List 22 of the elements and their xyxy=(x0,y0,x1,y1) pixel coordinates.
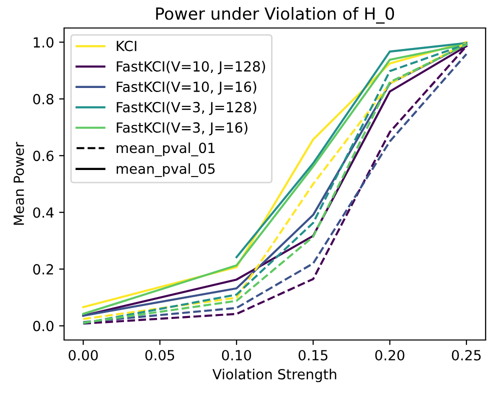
legend-label: FastKCI(V=10, J=128) xyxy=(116,60,266,74)
y-tick-label: 0.8 xyxy=(33,94,54,104)
x-tick-label: 0.25 xyxy=(452,350,481,360)
x-axis-title: Violation Strength xyxy=(212,368,336,382)
chart-title: Power under Violation of H_0 xyxy=(156,7,394,24)
legend-label: FastKCI(V=10, J=16) xyxy=(116,81,256,95)
y-tick-label: 0.0 xyxy=(33,320,54,332)
legend-label: mean_pval_05 xyxy=(116,163,215,178)
legend-label: KCI xyxy=(116,40,136,52)
x-tick-label: 0.05 xyxy=(145,350,174,360)
y-tick-label: 0.4 xyxy=(33,207,54,218)
y-axis-title: Mean Power xyxy=(14,142,24,225)
y-tick-label: 0.6 xyxy=(33,150,54,162)
legend-label: FastKCI(V=3, J=16) xyxy=(116,122,248,136)
y-tick-label: 1.0 xyxy=(34,37,54,48)
y-tick-label: 0.2 xyxy=(33,264,53,275)
x-tick-label: 0.20 xyxy=(375,350,404,360)
legend-label: FastKCI(V=3, J=128) xyxy=(116,102,256,115)
x-tick-label: 0.10 xyxy=(222,350,252,360)
legend-label: mean_pval_01 xyxy=(116,142,215,156)
x-tick-label: 0.00 xyxy=(68,350,98,360)
x-tick-label: 0.15 xyxy=(298,350,328,360)
